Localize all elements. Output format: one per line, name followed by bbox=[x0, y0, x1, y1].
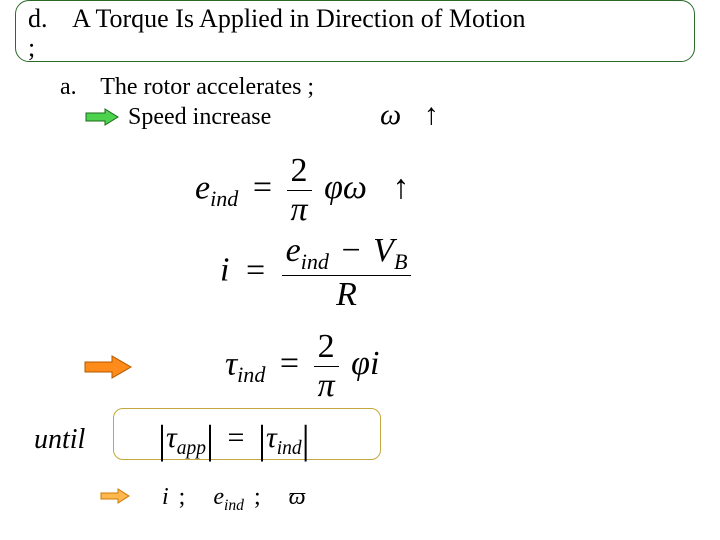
eq3-num: 2 bbox=[314, 328, 339, 366]
equation-eind: eind = 2 π φω ↑ bbox=[195, 152, 409, 229]
eq1-num: 2 bbox=[287, 152, 312, 190]
eq4-rhs-sub: ind bbox=[277, 438, 302, 459]
eq4-rhs-base: τ bbox=[266, 421, 277, 454]
eq3-lhs-sub: ind bbox=[237, 362, 265, 387]
line-a-text: The rotor accelerates ; bbox=[100, 74, 314, 100]
eq2-minus: − bbox=[337, 232, 364, 269]
eq3-frac: 2 π bbox=[314, 328, 339, 405]
omega-symbol: ω bbox=[380, 98, 401, 131]
eq2-num-e: e bbox=[286, 232, 301, 269]
title-box: d. A Torque Is Applied in Direction of M… bbox=[15, 0, 695, 62]
eq1-lhs-sub: ind bbox=[210, 186, 238, 211]
eq2-den: R bbox=[282, 275, 412, 314]
line-a-marker: a. bbox=[60, 74, 77, 100]
eq3-lhs-base: τ bbox=[225, 345, 237, 382]
until-text: until bbox=[34, 424, 85, 456]
title-line: d. A Torque Is Applied in Direction of M… bbox=[28, 5, 682, 34]
bottom-semi1: ; bbox=[175, 484, 190, 510]
eq2-num-v: V bbox=[373, 232, 394, 269]
bottom-e: e bbox=[213, 484, 224, 510]
title-marker: d. bbox=[28, 4, 48, 33]
eq2-num: eind − VB bbox=[282, 232, 412, 275]
equation-i: i = eind − VB R bbox=[220, 232, 411, 314]
bottom-i: i bbox=[162, 484, 169, 510]
eq1-den: π bbox=[287, 190, 312, 229]
bottom-e-sub: ind bbox=[224, 497, 244, 514]
eq4-eq: = bbox=[222, 421, 251, 454]
eq2-num-e-sub: ind bbox=[301, 249, 329, 274]
line-speed: Speed increase bbox=[128, 104, 271, 131]
eq3-tail: φi bbox=[347, 345, 379, 382]
equation-tau-equal: |τapp| = |τind| bbox=[158, 416, 310, 463]
eq3-den: π bbox=[314, 366, 339, 405]
omega-arrow: ↑ bbox=[424, 98, 439, 132]
eq4-lhs-base: τ bbox=[166, 421, 177, 454]
eq4-lhs-sub: app bbox=[177, 438, 206, 459]
equation-tau-ind: τind = 2 π φi bbox=[225, 328, 379, 405]
title-semicolon: ; bbox=[28, 34, 682, 61]
title-text-1: A Torque Is Applied in Direction of Moti… bbox=[72, 4, 525, 33]
arrow-green-icon bbox=[85, 108, 119, 126]
eq1-lhs-base: e bbox=[195, 169, 210, 206]
bottom-omega: ϖ bbox=[289, 484, 306, 510]
eq2-lhs: i bbox=[220, 252, 229, 289]
eq1-frac: 2 π bbox=[287, 152, 312, 229]
eq2-num-v-sub: B bbox=[394, 249, 408, 274]
eq2-frac: eind − VB R bbox=[282, 232, 412, 314]
arrow-orange-small-icon bbox=[100, 488, 130, 504]
bottom-line: i ; eind ; ϖ bbox=[162, 484, 306, 515]
eq1-arrow: ↑ bbox=[392, 169, 409, 207]
bottom-semi2: ; bbox=[250, 484, 265, 510]
eq1-tail: φω bbox=[320, 169, 367, 206]
arrow-orange-icon bbox=[84, 355, 132, 379]
line-a: a. The rotor accelerates ; bbox=[60, 74, 314, 101]
omega-up: ω ↑ bbox=[380, 98, 439, 132]
